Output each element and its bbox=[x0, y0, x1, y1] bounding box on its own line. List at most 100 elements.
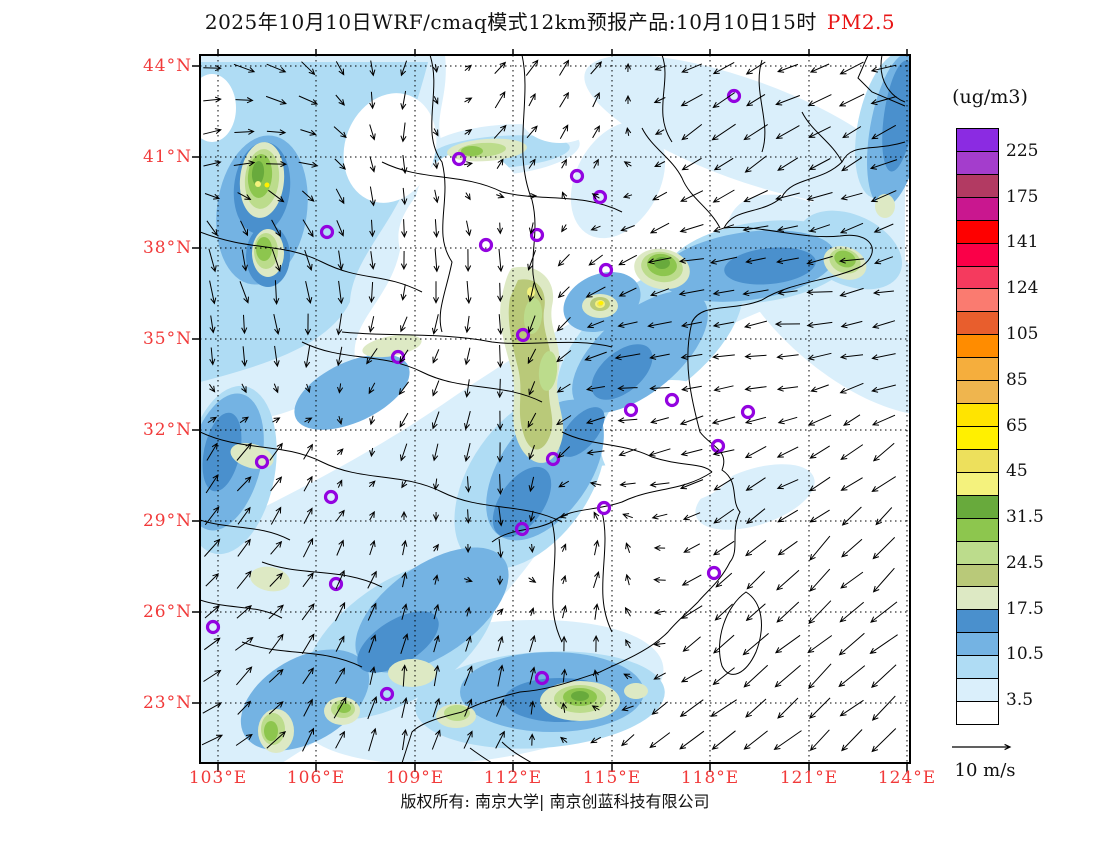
colorbar-block bbox=[957, 358, 998, 382]
x-axis-label: 112°E bbox=[483, 768, 543, 788]
wind-arrow bbox=[465, 220, 472, 237]
wind-arrow bbox=[648, 448, 671, 457]
wind-arrow bbox=[807, 352, 832, 361]
wind-arrow bbox=[712, 353, 735, 360]
wind-arrow bbox=[592, 634, 600, 652]
boundary-line bbox=[758, 59, 766, 153]
wind-arrow bbox=[774, 321, 801, 328]
wind-arrow bbox=[268, 668, 284, 683]
city-marker bbox=[623, 402, 639, 418]
wind-arrow bbox=[745, 603, 766, 622]
wind-arrow bbox=[625, 573, 631, 586]
pm25-contour bbox=[256, 237, 272, 261]
wind-arrow bbox=[369, 60, 376, 77]
wind-arrow bbox=[776, 601, 800, 623]
wind-arrow bbox=[678, 289, 705, 297]
wind-arrow bbox=[776, 353, 799, 360]
city-marker bbox=[319, 224, 335, 240]
wind-arrow bbox=[653, 608, 666, 615]
colorbar-block bbox=[957, 472, 998, 496]
boundary-line bbox=[551, 511, 613, 643]
wind-arrow bbox=[209, 280, 217, 305]
wind-arrow bbox=[237, 700, 252, 715]
wind-arrow bbox=[870, 64, 897, 73]
pm25-contour bbox=[337, 703, 351, 713]
wind-arrow bbox=[528, 381, 536, 396]
wind-arrow bbox=[654, 161, 666, 168]
wind-arrow bbox=[742, 225, 769, 233]
wind-arrow bbox=[745, 257, 766, 264]
wind-arrow bbox=[869, 634, 898, 654]
wind-arrow bbox=[742, 633, 769, 656]
wind-arrow bbox=[464, 347, 471, 366]
wind-arrow bbox=[209, 347, 216, 366]
wind-arrow bbox=[495, 730, 505, 749]
wind-arrow bbox=[873, 223, 894, 233]
wind-arrow bbox=[497, 635, 504, 652]
wind-arrow bbox=[809, 697, 831, 719]
wind-arrow bbox=[208, 384, 216, 393]
wind-arrow bbox=[205, 573, 220, 587]
wind-arrow bbox=[240, 220, 248, 237]
colorbar-block bbox=[957, 426, 998, 450]
city-marker bbox=[545, 451, 561, 467]
pm25-contour bbox=[357, 611, 439, 673]
pm25-contour bbox=[200, 74, 236, 142]
wind-arrow bbox=[681, 157, 702, 171]
wind-arrow bbox=[839, 222, 864, 234]
wind-arrow bbox=[774, 664, 801, 688]
city-marker bbox=[726, 88, 742, 104]
city-marker bbox=[515, 327, 531, 343]
wind-arrow bbox=[465, 476, 472, 493]
wind-arrow bbox=[808, 600, 832, 625]
wind-arrow bbox=[494, 91, 506, 109]
wind-arrow bbox=[497, 248, 504, 273]
wind-arrow bbox=[838, 93, 865, 107]
colorbar-tick-label: 3.5 bbox=[1006, 690, 1034, 711]
city-marker bbox=[706, 565, 722, 581]
wind-arrow bbox=[269, 572, 284, 587]
wind-arrow bbox=[335, 569, 345, 590]
wind-arrow bbox=[561, 158, 567, 169]
wind-arrow bbox=[369, 539, 376, 556]
wind-arrow bbox=[742, 289, 769, 297]
wind-arrow bbox=[464, 410, 471, 430]
wind-arrow bbox=[268, 701, 284, 715]
x-axis-label: 115°E bbox=[582, 768, 642, 788]
wind-arrow bbox=[713, 508, 735, 524]
colorbar-tick-label: 124 bbox=[1006, 278, 1039, 299]
wind-arrow bbox=[649, 481, 670, 488]
y-axis-label: 26°N bbox=[142, 602, 192, 622]
wind-arrow bbox=[647, 321, 672, 329]
wind-arrow bbox=[874, 256, 894, 265]
boundary-line bbox=[561, 431, 713, 473]
wind-arrow bbox=[401, 696, 408, 719]
wind-arrow bbox=[777, 540, 798, 556]
wind-arrow bbox=[203, 96, 222, 103]
colorbar-block bbox=[957, 610, 998, 634]
wind-arrow bbox=[464, 379, 471, 398]
wind-arrow bbox=[839, 287, 864, 297]
wind-arrow bbox=[433, 189, 440, 204]
wind-arrow bbox=[268, 604, 284, 620]
city-marker bbox=[740, 404, 756, 420]
wind-arrow bbox=[400, 250, 408, 271]
wind-arrow bbox=[303, 507, 313, 524]
wind-arrow bbox=[272, 383, 279, 394]
wind-arrow bbox=[870, 601, 898, 623]
wind-vector-field bbox=[201, 59, 898, 753]
colorbar bbox=[956, 128, 999, 725]
wind-arrow bbox=[680, 353, 703, 360]
wind-arrow bbox=[369, 124, 376, 141]
wind-arrow bbox=[202, 702, 223, 714]
wind-arrow bbox=[398, 381, 410, 396]
wind-arrow bbox=[560, 543, 567, 552]
wind-arrow bbox=[843, 414, 861, 426]
pm25-contour bbox=[538, 351, 558, 391]
wind-arrow bbox=[840, 192, 863, 201]
wind-arrow bbox=[870, 190, 897, 203]
wind-arrow bbox=[497, 664, 505, 687]
wind-arrow bbox=[591, 193, 600, 200]
wind-arrow bbox=[841, 156, 863, 172]
wind-arrow bbox=[367, 696, 378, 720]
